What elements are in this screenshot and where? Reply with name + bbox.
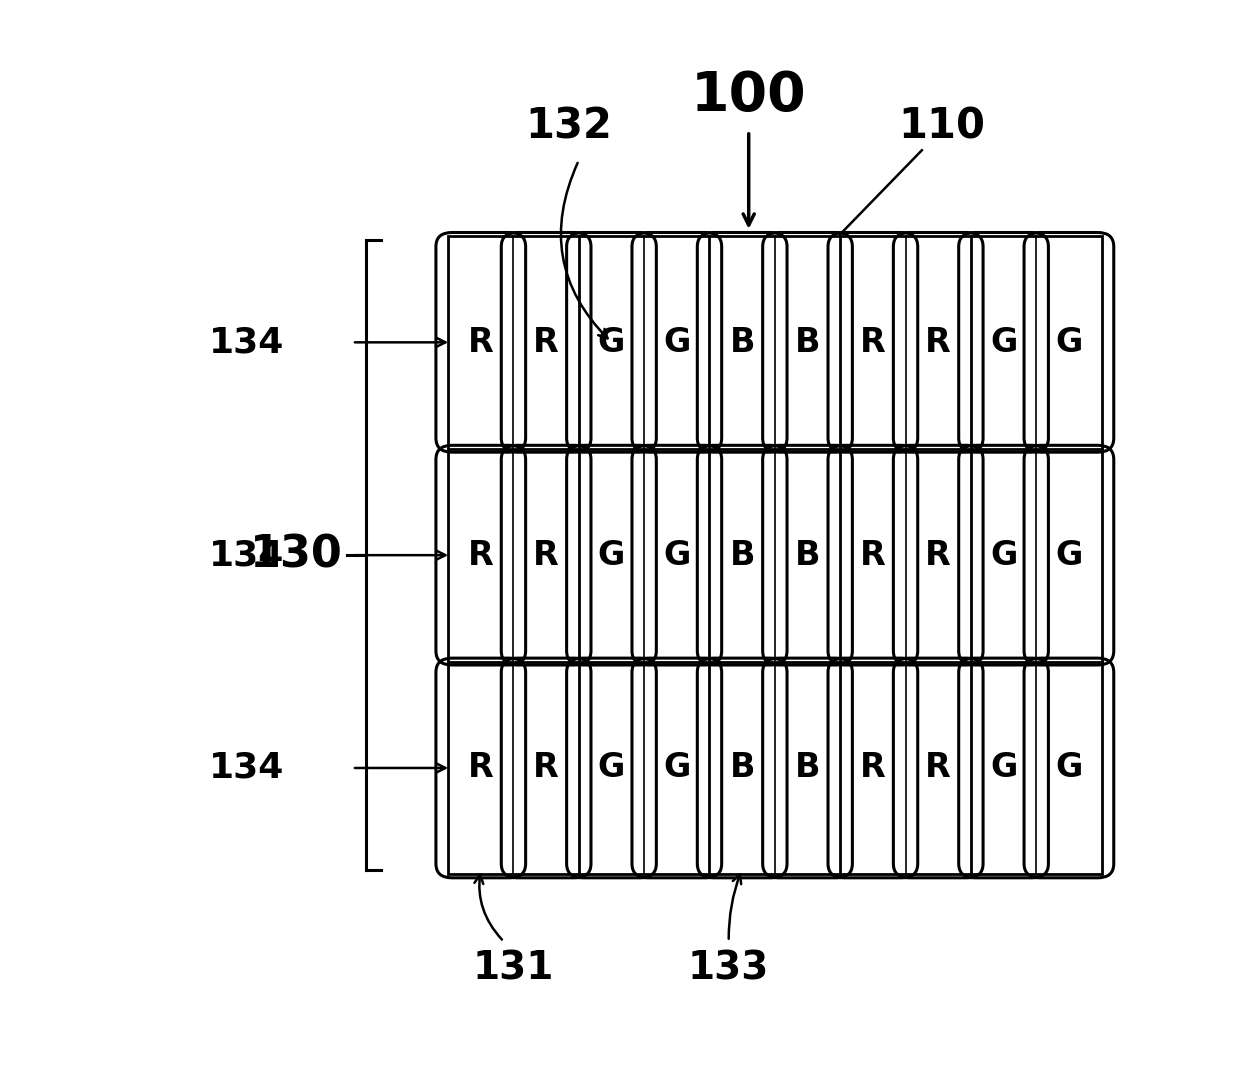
Text: R: R (467, 539, 494, 572)
Bar (448, 236, 1101, 874)
Text: B: B (729, 326, 755, 359)
Text: G: G (1055, 752, 1083, 784)
Text: G: G (1055, 539, 1083, 572)
Text: G: G (663, 539, 691, 572)
Text: 134: 134 (210, 751, 285, 784)
Text: G: G (990, 539, 1017, 572)
Text: R: R (861, 752, 885, 784)
Text: R: R (467, 752, 494, 784)
Text: G: G (598, 539, 625, 572)
Text: R: R (925, 539, 951, 572)
Text: B: B (795, 752, 821, 784)
Text: 131: 131 (472, 950, 554, 988)
Text: G: G (598, 752, 625, 784)
Text: B: B (795, 539, 821, 572)
Text: G: G (1055, 326, 1083, 359)
Text: B: B (729, 539, 755, 572)
Text: G: G (990, 752, 1017, 784)
Text: R: R (467, 326, 494, 359)
Text: 130: 130 (249, 533, 342, 577)
Text: G: G (598, 326, 625, 359)
Text: G: G (663, 752, 691, 784)
Text: R: R (861, 539, 885, 572)
Text: B: B (795, 326, 821, 359)
Text: R: R (533, 539, 559, 572)
Text: R: R (861, 326, 885, 359)
Text: 133: 133 (688, 950, 769, 988)
Text: 134: 134 (210, 325, 285, 359)
Text: G: G (663, 326, 691, 359)
Text: 110: 110 (898, 106, 985, 147)
Text: G: G (990, 326, 1017, 359)
Text: 132: 132 (526, 106, 613, 147)
Text: R: R (925, 326, 951, 359)
Text: 134: 134 (210, 538, 285, 572)
Text: B: B (729, 752, 755, 784)
Text: R: R (533, 326, 559, 359)
Text: R: R (533, 752, 559, 784)
Text: 100: 100 (691, 69, 806, 122)
Text: R: R (925, 752, 951, 784)
